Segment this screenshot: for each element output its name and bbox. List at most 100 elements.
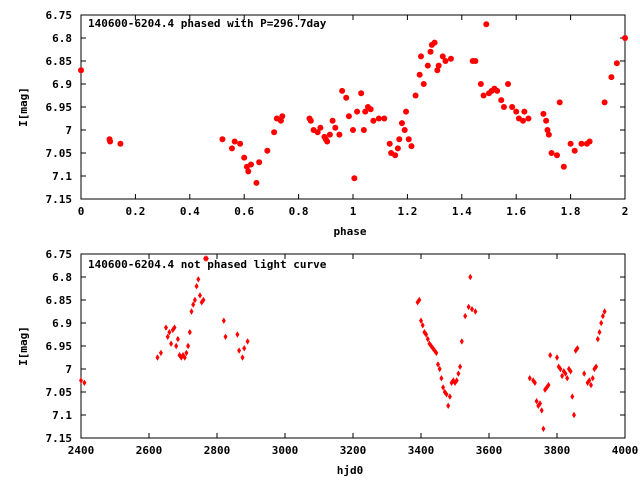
phased-x-axis-label: phase xyxy=(333,225,366,238)
phased-x-tick-label: 0.8 xyxy=(289,205,309,218)
phased-data-point xyxy=(401,127,408,133)
phased-data-point xyxy=(543,117,550,124)
phased-data-point xyxy=(520,117,526,124)
phased-data-point xyxy=(586,138,593,145)
unphased-data-point xyxy=(186,342,191,350)
phased-data-point xyxy=(339,87,346,94)
unphased-data-point xyxy=(458,363,463,370)
unphased-data-point xyxy=(532,379,537,386)
unphased-data-point xyxy=(541,425,546,432)
unphased-x-axis-ticks: 2400 2600 2800 3000 3200 3400 3600 3800 4000 xyxy=(68,254,639,457)
phased-data-point xyxy=(431,39,438,46)
phased-data-point xyxy=(248,161,254,168)
phased-data-point xyxy=(375,115,382,122)
phased-data-point xyxy=(525,115,532,122)
phased-y-axis-label: I[mag] xyxy=(17,87,30,127)
unphased-y-tick-label: 7.15 xyxy=(46,432,73,445)
unphased-data-point xyxy=(174,342,179,350)
phased-x-tick-label: 1 xyxy=(350,205,357,218)
phased-data-point xyxy=(578,140,585,147)
unphased-data-point xyxy=(560,372,565,380)
unphased-data-point xyxy=(204,255,209,262)
phased-data-point xyxy=(326,131,333,138)
unphased-y-tick-label: 6.9 xyxy=(52,317,72,330)
unphased-x-tick-label: 3600 xyxy=(476,444,503,457)
phased-data-point xyxy=(408,143,415,150)
unphased-data-point xyxy=(441,384,446,391)
phased-data-point xyxy=(354,108,361,115)
unphased-data-point xyxy=(240,354,245,361)
phased-data-point xyxy=(498,97,505,104)
phased-data-point xyxy=(360,127,367,133)
phased-data-point xyxy=(420,81,427,87)
unphased-data-point xyxy=(235,331,240,338)
phased-data-point xyxy=(345,113,352,120)
phased-y-axis-ticks: 6.75 6.8 6.85 6.9 6.95 7 7.05 7.1 7.15 xyxy=(46,9,625,206)
phased-data-point xyxy=(219,136,226,143)
unphased-data-point xyxy=(570,393,575,400)
phased-data-point xyxy=(545,131,552,138)
phased-data-point xyxy=(381,115,388,122)
phased-data-point xyxy=(314,129,321,136)
unphased-data-point xyxy=(201,296,206,304)
unphased-data-point xyxy=(595,335,600,343)
unphased-x-tick-label: 3200 xyxy=(340,444,367,457)
phased-data-point xyxy=(472,58,479,64)
unphased-data-point xyxy=(558,365,563,373)
unphased-data-point xyxy=(221,317,226,324)
phased-data-point xyxy=(350,127,356,133)
phased-y-tick-label: 6.8 xyxy=(52,32,72,45)
phased-y-tick-label: 7.1 xyxy=(52,170,72,183)
unphased-data-point xyxy=(587,377,592,384)
phased-data-point xyxy=(567,140,574,147)
unphased-data-point xyxy=(459,338,464,345)
phased-data-point xyxy=(362,108,369,115)
unphased-y-tick-label: 7.1 xyxy=(52,409,72,422)
phased-data-point xyxy=(241,154,248,161)
unphased-data-point xyxy=(169,340,174,347)
unphased-data-point xyxy=(79,377,83,384)
phased-data-point xyxy=(548,150,555,156)
unphased-data-point xyxy=(158,349,163,357)
unphased-data-point xyxy=(194,283,199,290)
phased-data-point xyxy=(343,94,350,101)
unphased-data-point xyxy=(555,354,559,361)
unphased-data-point xyxy=(223,333,228,340)
unphased-data-point xyxy=(196,276,201,283)
unphased-y-tick-label: 7 xyxy=(65,363,72,376)
phased-data-point xyxy=(480,92,487,99)
unphased-data-point xyxy=(527,375,532,382)
unphased-data-points xyxy=(79,255,607,432)
phased-light-curve-panel: 0 0.2 0.4 0.6 0.8 1 1.2 1.4 1.6 1.8 2 6.756.86.856… xyxy=(17,9,628,238)
unphased-data-point xyxy=(594,363,599,370)
unphased-data-point xyxy=(539,407,544,414)
unphased-data-point xyxy=(572,411,576,419)
phased-data-point xyxy=(556,99,563,106)
unphased-data-point xyxy=(548,352,553,359)
unphased-data-point xyxy=(425,335,430,343)
unphased-data-point xyxy=(420,322,425,329)
unphased-data-point xyxy=(242,345,247,352)
unphased-x-tick-label: 4000 xyxy=(612,444,639,457)
phased-y-tick-label: 6.85 xyxy=(46,55,73,68)
phased-data-point xyxy=(427,48,434,55)
phased-data-point xyxy=(307,117,314,124)
unphased-data-point xyxy=(245,338,250,345)
phased-data-point xyxy=(554,152,560,159)
unphased-data-point xyxy=(167,329,172,336)
phased-data-point xyxy=(544,127,551,133)
phased-data-point xyxy=(560,163,567,170)
phased-data-point xyxy=(435,62,442,69)
phased-x-tick-label: 1.8 xyxy=(561,205,581,218)
unphased-data-point xyxy=(182,354,187,361)
unphased-data-point xyxy=(189,308,194,315)
unphased-data-point xyxy=(602,308,607,315)
phased-data-point xyxy=(332,124,339,131)
phased-data-point xyxy=(271,129,278,136)
phased-data-point xyxy=(394,145,401,152)
phased-x-tick-label: 1.2 xyxy=(397,205,417,218)
unphased-data-point xyxy=(466,303,471,311)
phased-data-point xyxy=(367,106,374,113)
unphased-data-point xyxy=(184,349,189,357)
unphased-data-point xyxy=(446,402,451,409)
